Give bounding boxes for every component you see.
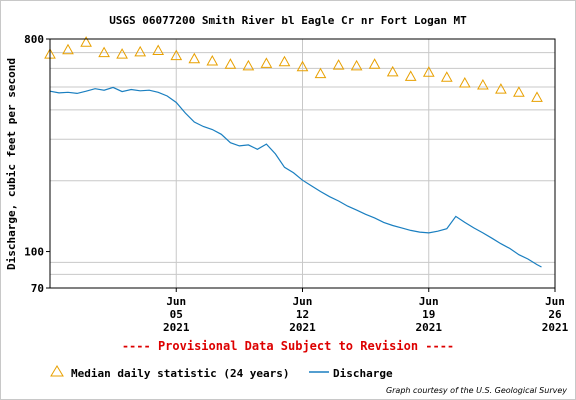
x-tick-label: 19 [422,308,435,321]
median-triangle [278,55,291,67]
x-tick-label: 12 [296,308,309,321]
median-triangle [314,67,327,79]
median-triangle [531,91,543,102]
y-axis-label: Discharge, cubic feet per second [5,58,18,270]
median-triangle [350,59,363,71]
y-tick-label: 100 [24,246,44,259]
x-tick-label: 2021 [416,321,443,334]
y-ticks: 800 100 70 [24,33,50,295]
x-tick-label: Jun [545,295,565,308]
median-triangle [116,48,128,59]
x-tick-label: 05 [170,308,183,321]
median-triangle [80,36,92,47]
x-tick-label: Jun [293,295,313,308]
median-triangle [152,44,165,55]
plot-border [49,38,556,289]
median-triangle [134,45,147,57]
median-triangle [296,60,309,72]
median-triangle [98,46,110,58]
median-triangle [368,58,381,69]
provisional-notice: ---- Provisional Data Subject to Revisio… [122,339,454,353]
legend-triangle-icon [50,365,64,377]
median-triangle [386,65,399,77]
legend-discharge-label: Discharge [333,367,393,380]
median-triangle [513,86,525,97]
x-tick-label: Jun [166,295,186,308]
median-triangle [188,52,201,64]
usgs-credit: Graph courtesy of the U.S. Geological Su… [386,386,567,395]
y-tick-label: 800 [24,33,44,46]
x-tick-label: 2021 [163,321,190,334]
x-tick-label: 26 [548,308,562,321]
median-triangle [242,59,255,71]
median-triangle [404,70,417,81]
grid [50,39,556,288]
median-triangle [224,58,237,69]
discharge-line [49,86,542,268]
x-tick-label: Jun [419,295,439,308]
median-triangle [440,71,453,82]
median-triangle [495,83,507,94]
median-triangle [62,43,74,55]
discharge-series [49,86,542,268]
legend-median-label: Median daily statistic (24 years) [71,367,290,380]
median-triangle [170,49,183,61]
chart-title: USGS 06077200 Smith River bl Eagle Cr nr… [109,14,467,27]
median-triangle [422,66,435,77]
median-triangle [260,57,273,68]
y-tick-label: 70 [31,282,44,295]
median-triangle [458,76,471,88]
median-series [44,36,543,102]
median-triangle [477,78,489,90]
x-tick-label: 2021 [542,321,569,334]
x-tick-label: 2021 [289,321,316,334]
median-triangle [206,54,219,66]
median-triangle [332,59,345,70]
